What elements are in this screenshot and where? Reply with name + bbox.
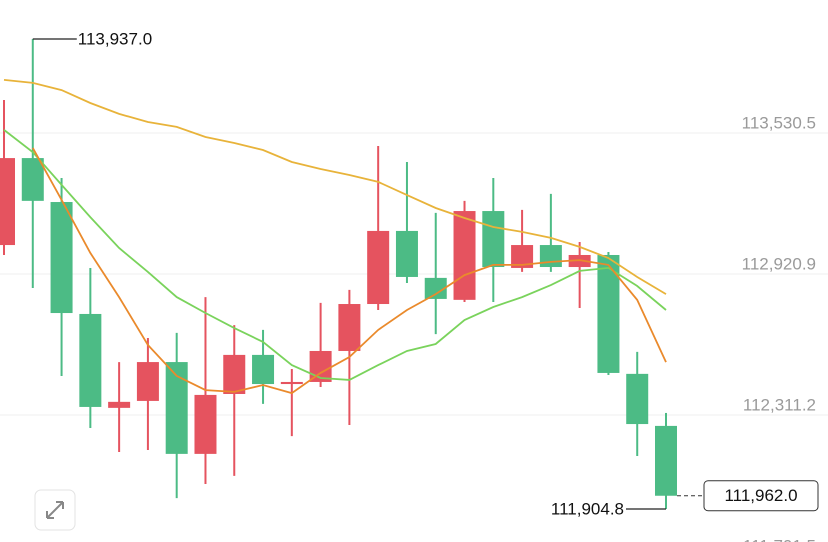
candle-body (367, 230, 390, 305)
candle-body (338, 304, 361, 351)
y-tick-label: 112,311.2 (743, 395, 816, 414)
candle-body (79, 313, 102, 407)
candle-body (655, 425, 677, 496)
candle-body (21, 158, 44, 201)
moving-average-line (3, 129, 667, 381)
candle-body (165, 362, 188, 454)
last-price-box (703, 480, 819, 512)
candle-body (280, 381, 303, 385)
y-tick-label: 111,701.5 (743, 536, 816, 542)
candle-body (194, 394, 217, 454)
candle-body (136, 362, 159, 401)
last-price-label: 111,962.0 (724, 486, 797, 505)
candle-body (453, 211, 476, 300)
candle-body (0, 158, 15, 246)
low-label: 111,904.8 (551, 499, 624, 518)
expand-button[interactable] (34, 489, 76, 531)
candle-body (50, 202, 73, 314)
candle-body (309, 350, 332, 382)
candle-body (511, 245, 534, 268)
high-label: 113,937.0 (78, 29, 152, 48)
y-tick-label: 113,530.5 (742, 113, 816, 132)
candle-body (597, 254, 620, 373)
expand-icon (46, 501, 64, 519)
candle-body (108, 401, 131, 408)
candle-body (252, 354, 275, 385)
moving-average-line (32, 147, 667, 395)
candle-body (626, 373, 649, 425)
y-tick-label: 112,920.9 (742, 254, 816, 273)
candle-body (223, 354, 246, 394)
candle-body (482, 211, 505, 268)
moving-average-line (3, 79, 667, 295)
candle-body (424, 277, 447, 299)
candle-body (539, 245, 562, 268)
candle-body (395, 230, 418, 277)
